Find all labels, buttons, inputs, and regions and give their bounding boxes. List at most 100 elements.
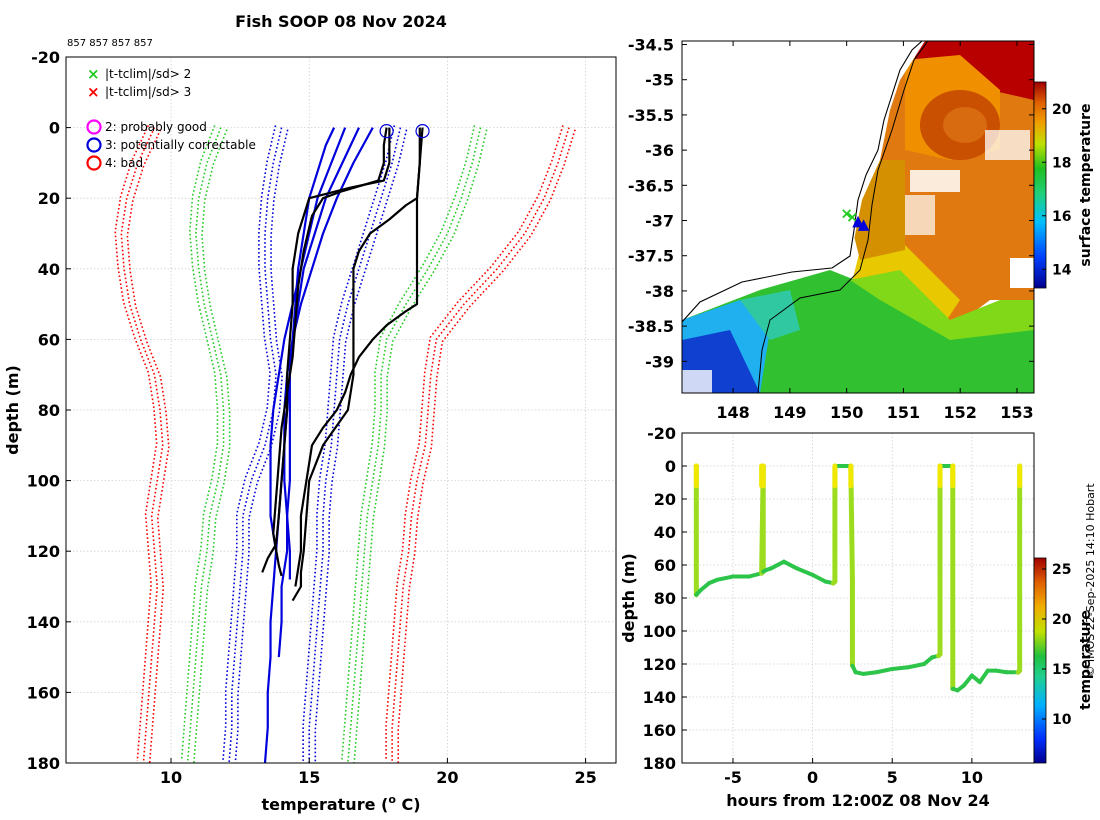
profile-xlabel: temperature (o C) (261, 793, 420, 814)
sst-region-teal (740, 290, 800, 340)
y-tick-label: -20 (31, 48, 60, 67)
sst-eddy-inner (943, 107, 987, 143)
envelope-line (120, 127, 164, 763)
map-ticks: 148 149 150 151 152 153 -34.5 -35 -35.5 -36 -36.5 -… (628, 36, 1034, 422)
red-x-icon: × (87, 83, 100, 101)
map-stations: ×▲×▲ (840, 204, 870, 233)
red-circle-icon (86, 155, 102, 171)
profile-grid (66, 56, 616, 764)
map-y-tick-label: -39 (645, 352, 674, 371)
profile-line (283, 127, 374, 580)
legend-red-x: × |t-tclim|/sd> 3 (87, 83, 191, 101)
legend-blue-o: 3: potentially correctable (86, 137, 256, 153)
profile-xlabel-main: temperature ( (261, 795, 388, 814)
map-x-tick-label: 151 (887, 403, 920, 422)
envelope-line (314, 129, 408, 763)
credit-text: © IMOS 22-Sep-2025 14:10 Hobart (1084, 483, 1097, 677)
track-segment (977, 668, 990, 685)
timeline-x-tick-label: 0 (807, 768, 818, 787)
climatology-envelopes (114, 125, 576, 763)
timeline-y-tick-label: 180 (643, 754, 676, 773)
y-tick-label: 40 (38, 260, 60, 279)
profile-plot: Fish SOOP 08 Nov 2024 857 857 857 857 10… (3, 12, 617, 814)
map-plot: ×▲×▲ 148 149 150 151 152 153-34.5-35-35.5-36-… (628, 36, 1094, 422)
map-y-tick-label: -36 (645, 141, 674, 160)
legend-magenta-o-label: 2: probably good (105, 120, 207, 134)
y-tick-label: 20 (38, 189, 60, 208)
profile-line (269, 127, 347, 552)
track-segment (906, 662, 927, 670)
timeline-ticks: -5 0 5 10 -20 0 20 40 60 80 100 120 140 160 180 (643, 424, 983, 787)
map-colorbar-tick-label: 20 (1052, 102, 1072, 118)
map-y-tick-label: -38 (645, 282, 674, 301)
envelope-line (391, 127, 570, 763)
timeline-ylabel: depth (m) (619, 553, 638, 643)
y-tick-label: 60 (38, 330, 60, 349)
envelope-line (180, 125, 219, 761)
timeline-y-tick-label: 80 (654, 589, 676, 608)
profile-line (277, 127, 360, 658)
track-segment (715, 574, 735, 582)
y-tick-label: 180 (27, 754, 60, 773)
map-y-tick-label: -38.5 (628, 317, 674, 336)
track-segment (810, 572, 828, 584)
x-tick-label: 10 (160, 768, 182, 787)
qc-markers (379, 124, 430, 139)
cloud-patch (985, 130, 1030, 160)
timeline-x-tick-label: 5 (887, 768, 898, 787)
sst-field: ×▲×▲ (682, 41, 1034, 393)
envelope-line (341, 125, 476, 761)
map-y-tick-label: -34.5 (628, 36, 674, 55)
envelope-line (347, 127, 482, 763)
x-tick-label: 15 (298, 768, 320, 787)
legend-green-x-label: |t-tclim|/sd> 2 (105, 67, 191, 81)
blue-circle-icon (86, 137, 102, 153)
y-tick-label: 0 (49, 119, 60, 138)
map-colorbar (1033, 81, 1047, 289)
legend-red-o: 4: bad (86, 155, 143, 171)
shelf-contour (757, 41, 929, 393)
map-y-tick-label: -35.5 (628, 106, 674, 125)
timeline-track (693, 463, 1023, 693)
x-tick-label: 20 (436, 768, 458, 787)
profile-line (261, 127, 391, 573)
sst-region-lightgreen (850, 270, 1034, 340)
profile-xlabel-sup: o (388, 793, 396, 806)
profile-subtitle: 857 857 857 857 (67, 38, 153, 49)
map-x-tick-label: 152 (943, 403, 976, 422)
legend-red-o-label: 4: bad (105, 156, 143, 170)
envelope-line (114, 125, 158, 761)
timeline-colorbar (1033, 557, 1047, 764)
timeline-y-tick-label: 140 (643, 688, 676, 707)
track-segment (890, 665, 911, 671)
cloud-patch (682, 370, 712, 393)
y-tick-label: 160 (27, 683, 60, 702)
envelope-line (186, 127, 225, 763)
timeline-colorbar-ticks: 10 15 20 25 (1042, 562, 1072, 728)
station-marker: ▲ (858, 215, 870, 233)
timeline-colorbar-tick-label: 20 (1052, 612, 1072, 628)
envelope-line (353, 129, 488, 763)
track-segment (861, 670, 879, 676)
timeline-x-tick-label: -5 (724, 768, 742, 787)
timeline-y-tick-label: 0 (665, 457, 676, 476)
cloud-patch (905, 195, 935, 235)
cloud-patch (910, 170, 960, 192)
station-marker: × (840, 204, 853, 222)
timeline-y-tick-label: 160 (643, 721, 676, 740)
y-tick-label: 100 (27, 472, 60, 491)
timeline-colorbar-tick-label: 25 (1052, 562, 1071, 578)
station-marker: ▲ (852, 212, 864, 230)
track-segment (794, 566, 815, 577)
profile-line (291, 127, 421, 602)
x-tick-label: 25 (574, 768, 596, 787)
timeline-xlabel: hours from 12:00Z 08 Nov 24 (726, 791, 989, 810)
qc-marker (415, 124, 430, 139)
map-y-tick-label: -36.5 (628, 176, 674, 195)
legend-green-x: × |t-tclim|/sd> 2 (87, 65, 191, 83)
envelope-line (385, 125, 564, 761)
station-marker: × (846, 208, 859, 226)
profile-line (272, 127, 388, 577)
y-tick-label: 80 (38, 401, 60, 420)
map-y-tick-label: -37 (645, 212, 674, 231)
